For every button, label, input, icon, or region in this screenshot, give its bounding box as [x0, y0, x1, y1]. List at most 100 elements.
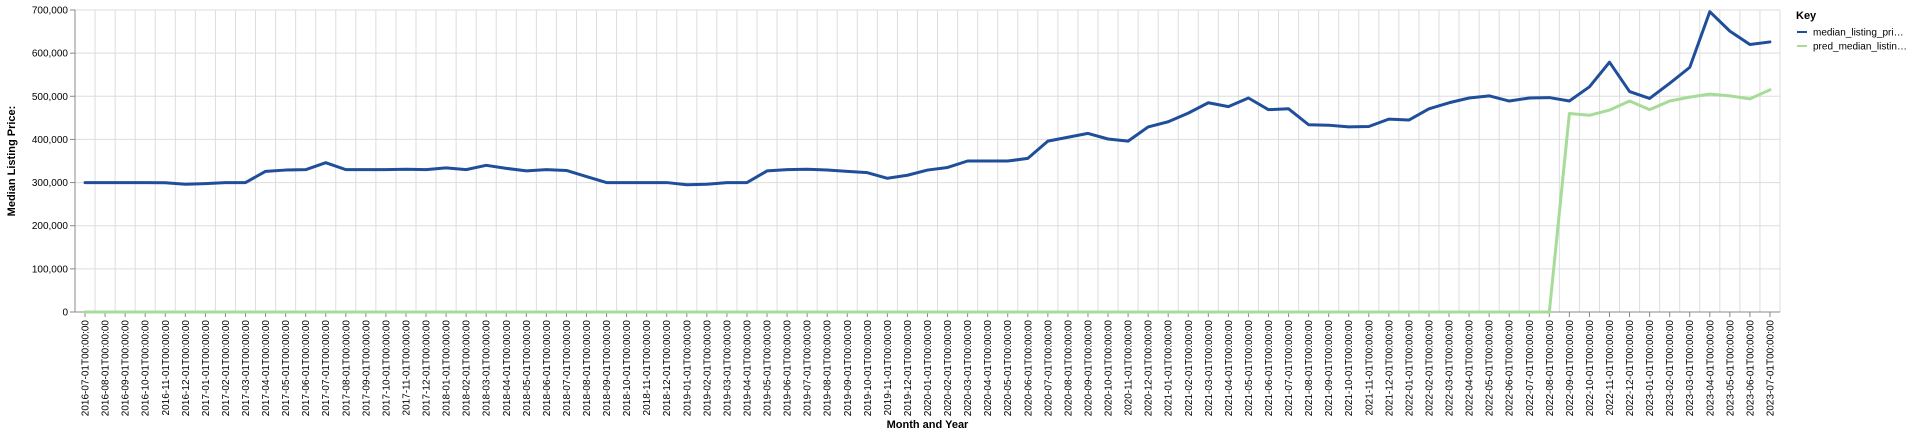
x-tick-label: 2019-12-01T00:00:00	[903, 320, 914, 417]
x-tick-label: 2023-02-01T00:00:00	[1665, 320, 1676, 417]
x-tick-label: 2021-12-01T00:00:00	[1384, 320, 1395, 417]
x-tick-label: 2018-06-01T00:00:00	[542, 320, 553, 417]
x-tick-label: 2019-09-01T00:00:00	[843, 320, 854, 417]
x-tick-label: 2023-03-01T00:00:00	[1685, 320, 1696, 417]
x-tick-label: 2017-09-01T00:00:00	[361, 320, 372, 417]
y-axis-title: Median Listing Price:	[6, 106, 18, 217]
x-tick-label: 2021-01-01T00:00:00	[1164, 320, 1175, 417]
x-tick-label: 2021-10-01T00:00:00	[1344, 320, 1355, 417]
x-tick-label: 2020-11-01T00:00:00	[1124, 320, 1135, 416]
x-tick-label: 2017-08-01T00:00:00	[341, 320, 352, 417]
series-lines	[83, 10, 1772, 314]
x-tick-label: 2021-05-01T00:00:00	[1244, 320, 1255, 417]
grid-lines	[74, 9, 1781, 313]
x-tick-label: 2019-06-01T00:00:00	[783, 320, 794, 417]
series-line-2	[83, 88, 1772, 314]
x-tick-label: 2020-10-01T00:00:00	[1104, 320, 1115, 417]
x-tick-label: 2021-09-01T00:00:00	[1324, 320, 1335, 417]
y-tick-label: 600,000	[32, 49, 69, 60]
x-tick-label: 2016-11-01T00:00:00	[161, 320, 172, 416]
x-tick-label: 2023-04-01T00:00:00	[1705, 320, 1716, 417]
y-tick-label: 200,000	[32, 221, 69, 232]
x-tick-label: 2022-09-01T00:00:00	[1565, 320, 1576, 417]
x-tick-label: 2023-01-01T00:00:00	[1645, 320, 1656, 417]
x-tick-label: 2019-07-01T00:00:00	[803, 320, 814, 417]
y-tick-label: 300,000	[32, 178, 69, 189]
x-tick-label: 2017-06-01T00:00:00	[301, 320, 312, 417]
x-tick-label: 2022-07-01T00:00:00	[1525, 320, 1536, 417]
x-tick-label: 2020-04-01T00:00:00	[983, 320, 994, 417]
x-tick-label: 2018-11-01T00:00:00	[642, 320, 653, 416]
x-tick-label: 2022-10-01T00:00:00	[1585, 320, 1596, 417]
x-tick-label: 2019-04-01T00:00:00	[742, 320, 753, 417]
x-tick-label: 2022-08-01T00:00:00	[1545, 320, 1556, 417]
x-tick-label: 2021-03-01T00:00:00	[1204, 320, 1215, 417]
x-tick-label: 2017-02-01T00:00:00	[221, 320, 232, 417]
y-tick-label: 500,000	[32, 92, 69, 103]
x-tick-label: 2022-03-01T00:00:00	[1445, 320, 1456, 417]
x-tick-label: 2019-03-01T00:00:00	[722, 320, 733, 417]
x-tick-label: 2021-06-01T00:00:00	[1264, 320, 1275, 417]
x-tick-label: 2022-02-01T00:00:00	[1424, 320, 1435, 417]
x-tick-label: 2018-01-01T00:00:00	[442, 320, 453, 417]
x-tick-label: 2020-05-01T00:00:00	[1003, 320, 1014, 417]
x-tick-label: 2019-10-01T00:00:00	[863, 320, 874, 417]
x-tick-label: 2021-11-01T00:00:00	[1364, 320, 1375, 416]
x-tick-label: 2018-02-01T00:00:00	[462, 320, 473, 417]
x-tick-label: 2021-08-01T00:00:00	[1304, 320, 1315, 417]
y-tick-label: 700,000	[32, 6, 69, 17]
x-tick-label: 2020-07-01T00:00:00	[1043, 320, 1054, 417]
x-tick-label: 2023-07-01T00:00:00	[1765, 320, 1776, 417]
legend-label-1: median_listing_pri…	[1813, 28, 1904, 39]
legend-title: Key	[1796, 10, 1817, 22]
x-tick-label: 2021-02-01T00:00:00	[1184, 320, 1195, 417]
x-tick-label: 2016-10-01T00:00:00	[141, 320, 152, 417]
x-tick-label: 2018-08-01T00:00:00	[582, 320, 593, 417]
x-tick-label: 2018-09-01T00:00:00	[602, 320, 613, 417]
y-tick-label: 0	[62, 308, 68, 319]
x-tick-label: 2017-01-01T00:00:00	[201, 320, 212, 417]
x-tick-label: 2020-09-01T00:00:00	[1083, 320, 1094, 417]
x-tick-label: 2023-06-01T00:00:00	[1745, 320, 1756, 417]
x-tick-label: 2020-01-01T00:00:00	[923, 320, 934, 417]
series-line-1	[83, 10, 1772, 187]
x-tick-label: 2017-10-01T00:00:00	[381, 320, 392, 417]
x-tick-label: 2017-05-01T00:00:00	[281, 320, 292, 417]
x-tick-label: 2020-06-01T00:00:00	[1023, 320, 1034, 417]
x-axis: 2016-07-01T00:00:00 2016-08-01T00:00:00 20…	[75, 311, 1780, 417]
x-tick-label: 2019-05-01T00:00:00	[763, 320, 774, 417]
x-tick-label: 2016-09-01T00:00:00	[121, 320, 132, 417]
x-tick-label: 2016-08-01T00:00:00	[101, 320, 112, 417]
legend-label-2: pred_median_listin…	[1813, 42, 1907, 53]
x-tick-label: 2020-08-01T00:00:00	[1063, 320, 1074, 417]
x-tick-label: 2017-12-01T00:00:00	[422, 320, 433, 417]
x-tick-label: 2021-04-01T00:00:00	[1224, 320, 1235, 417]
x-tick-label: 2017-07-01T00:00:00	[321, 320, 332, 417]
x-tick-label: 2018-04-01T00:00:00	[502, 320, 513, 417]
x-tick-label: 2020-02-01T00:00:00	[943, 320, 954, 417]
x-tick-label: 2020-12-01T00:00:00	[1144, 320, 1155, 417]
x-tick-label: 2019-02-01T00:00:00	[702, 320, 713, 417]
x-tick-label: 2022-05-01T00:00:00	[1485, 320, 1496, 417]
y-axis: 0 100,000 200,000 300,000 400,000 500,000 600,…	[32, 6, 76, 319]
x-tick-label: 2017-04-01T00:00:00	[261, 320, 272, 417]
x-tick-label: 2018-10-01T00:00:00	[622, 320, 633, 417]
x-tick-label: 2017-11-01T00:00:00	[401, 320, 412, 416]
x-tick-label: 2023-05-01T00:00:00	[1725, 320, 1736, 417]
x-tick-label: 2019-11-01T00:00:00	[883, 320, 894, 416]
x-tick-label: 2019-08-01T00:00:00	[823, 320, 834, 417]
x-tick-label: 2022-04-01T00:00:00	[1465, 320, 1476, 417]
legend: Key median_listing_pri… pred_median_listi…	[1796, 10, 1907, 53]
x-tick-label: 2016-12-01T00:00:00	[181, 320, 192, 417]
x-tick-label: 2018-03-01T00:00:00	[482, 320, 493, 417]
x-tick-label: 2016-07-01T00:00:00	[81, 320, 92, 417]
x-tick-label: 2022-06-01T00:00:00	[1505, 320, 1516, 417]
x-tick-label: 2022-12-01T00:00:00	[1625, 320, 1636, 417]
x-axis-title: Month and Year	[887, 419, 969, 431]
x-tick-label: 2018-07-01T00:00:00	[562, 320, 573, 417]
x-tick-label: 2022-11-01T00:00:00	[1605, 320, 1616, 416]
x-tick-label: 2021-07-01T00:00:00	[1284, 320, 1295, 417]
x-tick-label: 2022-01-01T00:00:00	[1404, 320, 1415, 417]
x-tick-label: 2018-05-01T00:00:00	[522, 320, 533, 417]
